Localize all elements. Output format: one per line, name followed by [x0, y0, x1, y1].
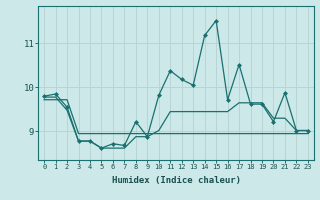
X-axis label: Humidex (Indice chaleur): Humidex (Indice chaleur): [111, 176, 241, 185]
